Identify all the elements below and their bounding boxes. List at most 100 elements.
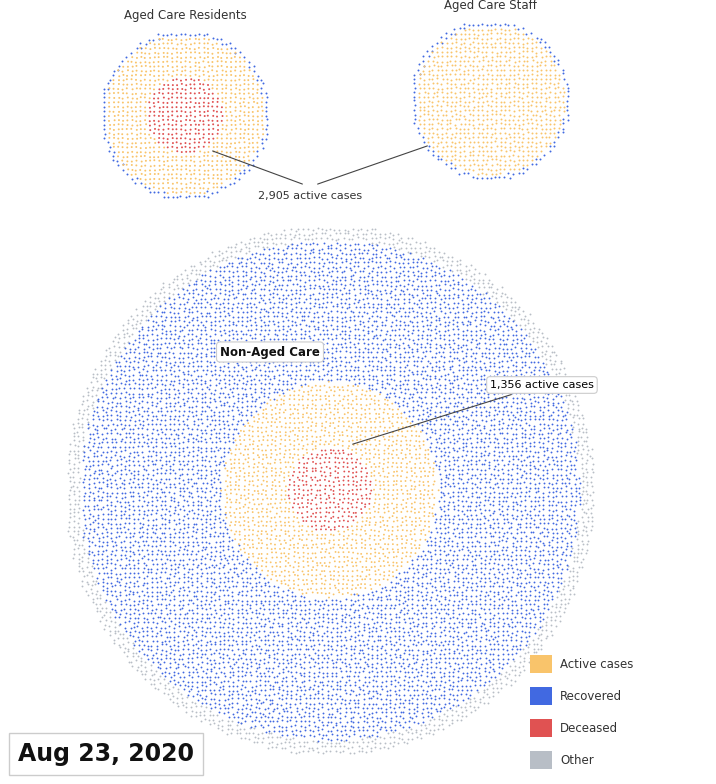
Point (191, 482, 203, 495)
Point (328, 417, 339, 430)
Point (390, 660, 401, 673)
Point (123, 557, 135, 570)
Point (302, 542, 314, 554)
Point (270, 741, 281, 753)
Point (524, 405, 536, 418)
Point (421, 617, 432, 630)
Point (460, 383, 472, 395)
Point (319, 227, 331, 239)
Point (507, 333, 518, 346)
Point (167, 52, 178, 64)
Point (253, 660, 265, 673)
Point (233, 374, 244, 387)
Point (443, 423, 455, 435)
Point (158, 169, 170, 181)
Point (378, 528, 390, 541)
Point (576, 556, 587, 568)
Point (229, 42, 241, 54)
Point (325, 384, 337, 397)
Point (147, 580, 158, 593)
Point (457, 325, 468, 337)
Point (115, 589, 126, 601)
Point (466, 405, 478, 418)
Point (463, 162, 475, 175)
Point (312, 586, 324, 599)
Point (318, 346, 329, 358)
Point (379, 652, 391, 665)
Point (345, 653, 357, 666)
Point (315, 407, 326, 419)
Point (495, 72, 506, 85)
Point (210, 644, 221, 656)
Point (518, 664, 530, 677)
Point (454, 132, 465, 144)
Point (87, 532, 99, 544)
Point (150, 409, 162, 422)
Point (458, 351, 469, 364)
Point (397, 494, 409, 506)
Point (163, 455, 175, 467)
Point (349, 361, 361, 373)
Point (467, 347, 478, 360)
Point (160, 409, 171, 422)
Point (429, 575, 440, 587)
Point (223, 241, 234, 253)
Point (226, 124, 238, 136)
Point (380, 354, 392, 367)
Point (470, 297, 481, 310)
Point (226, 137, 237, 150)
Point (543, 513, 555, 525)
Point (358, 697, 369, 710)
Point (565, 518, 576, 531)
Point (407, 624, 418, 637)
Point (190, 128, 201, 140)
Point (109, 616, 120, 629)
Point (238, 647, 249, 659)
Point (204, 307, 216, 319)
Point (201, 185, 213, 198)
Point (339, 697, 351, 710)
Point (190, 700, 202, 713)
Point (188, 557, 199, 570)
Point (112, 132, 124, 145)
Point (506, 486, 518, 499)
Point (221, 132, 233, 144)
Point (251, 124, 263, 136)
Point (526, 113, 537, 125)
Point (173, 499, 184, 511)
Point (537, 563, 548, 575)
Point (435, 302, 446, 314)
Point (107, 539, 118, 552)
Point (168, 639, 180, 652)
Point (518, 580, 530, 593)
Point (312, 684, 324, 697)
Point (175, 47, 187, 60)
Point (238, 511, 249, 524)
Point (83, 494, 95, 506)
Point (417, 346, 428, 358)
Point (495, 100, 507, 112)
Point (533, 599, 544, 612)
Point (227, 579, 238, 592)
Point (271, 715, 283, 728)
Point (344, 696, 355, 709)
Point (528, 436, 539, 448)
Point (489, 401, 500, 413)
Point (245, 319, 256, 332)
Point (435, 341, 447, 354)
Point (349, 260, 360, 273)
Point (340, 345, 352, 358)
Point (299, 688, 310, 700)
Point (167, 83, 178, 96)
Point (160, 490, 171, 503)
Point (384, 260, 396, 273)
Point (485, 643, 496, 655)
Point (392, 643, 404, 655)
Point (221, 101, 232, 114)
Point (249, 287, 261, 299)
Point (301, 533, 312, 546)
Point (302, 233, 314, 245)
Point (184, 56, 195, 68)
Point (147, 499, 158, 511)
Point (521, 507, 532, 520)
